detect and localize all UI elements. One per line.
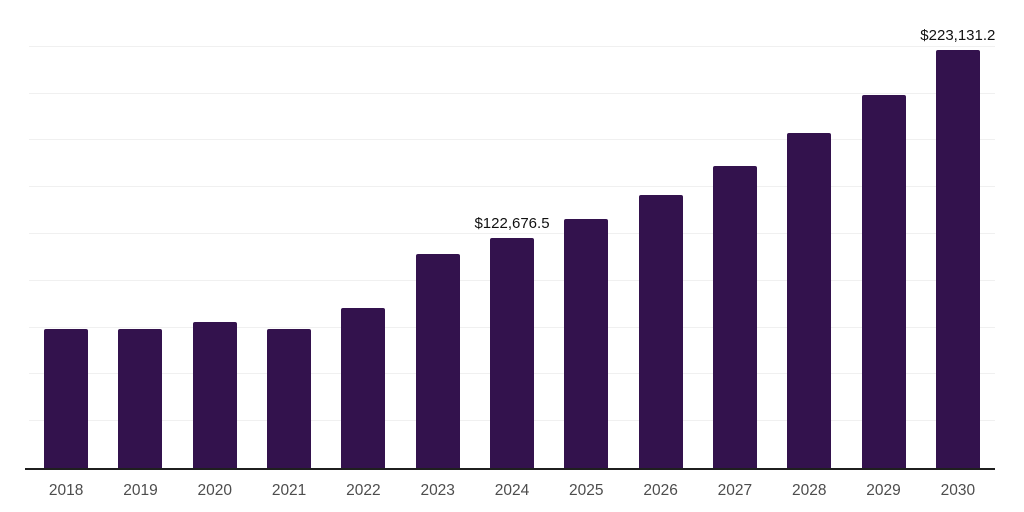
x-tick-2027: 2027 (717, 482, 753, 499)
x-tick-2018: 2018 (48, 482, 84, 499)
x-tick-2021: 2021 (271, 482, 307, 499)
bar-2021[interactable] (267, 329, 312, 468)
x-tick-2030: 2030 (940, 482, 976, 499)
data-label-2024: $122,676.5 (474, 215, 550, 233)
data-label-2030: $223,131.2 (920, 27, 996, 45)
bar-2025[interactable] (564, 219, 609, 468)
x-tick-2019: 2019 (123, 482, 158, 499)
bar-2028[interactable] (787, 133, 832, 468)
bar-2029[interactable] (861, 95, 906, 468)
bar-2019[interactable] (118, 328, 163, 468)
x-axis-line (25, 468, 995, 470)
bar-2024[interactable] (490, 238, 534, 468)
bar-2030[interactable] (935, 50, 980, 468)
x-axis-labels: 2018 2019 2020 2021 2022 2023 2024 2025 2026 2027… (29, 480, 995, 504)
gridline (29, 92, 995, 94)
plot-area: $122,676.5 $223,131.2 (25, 0, 996, 470)
gridline (29, 233, 995, 234)
x-tick-2029: 2029 (866, 482, 901, 499)
x-tick-2020: 2020 (197, 482, 233, 499)
x-tick-2023: 2023 (420, 482, 455, 499)
bar-2027[interactable] (712, 165, 757, 468)
gridline (29, 139, 995, 141)
gridline (29, 186, 995, 188)
bar-2018[interactable] (44, 329, 89, 468)
bar-2026[interactable] (638, 194, 683, 468)
x-tick-2026: 2026 (643, 482, 678, 499)
bar-2022[interactable] (341, 307, 386, 468)
bar-2020[interactable] (192, 321, 237, 468)
bar-2023[interactable] (415, 254, 460, 468)
x-tick-2024: 2024 (494, 482, 530, 499)
x-tick-2022: 2022 (346, 482, 381, 499)
gridline (29, 45, 995, 47)
x-tick-2025: 2025 (569, 482, 604, 499)
x-tick-2028: 2028 (791, 482, 827, 499)
